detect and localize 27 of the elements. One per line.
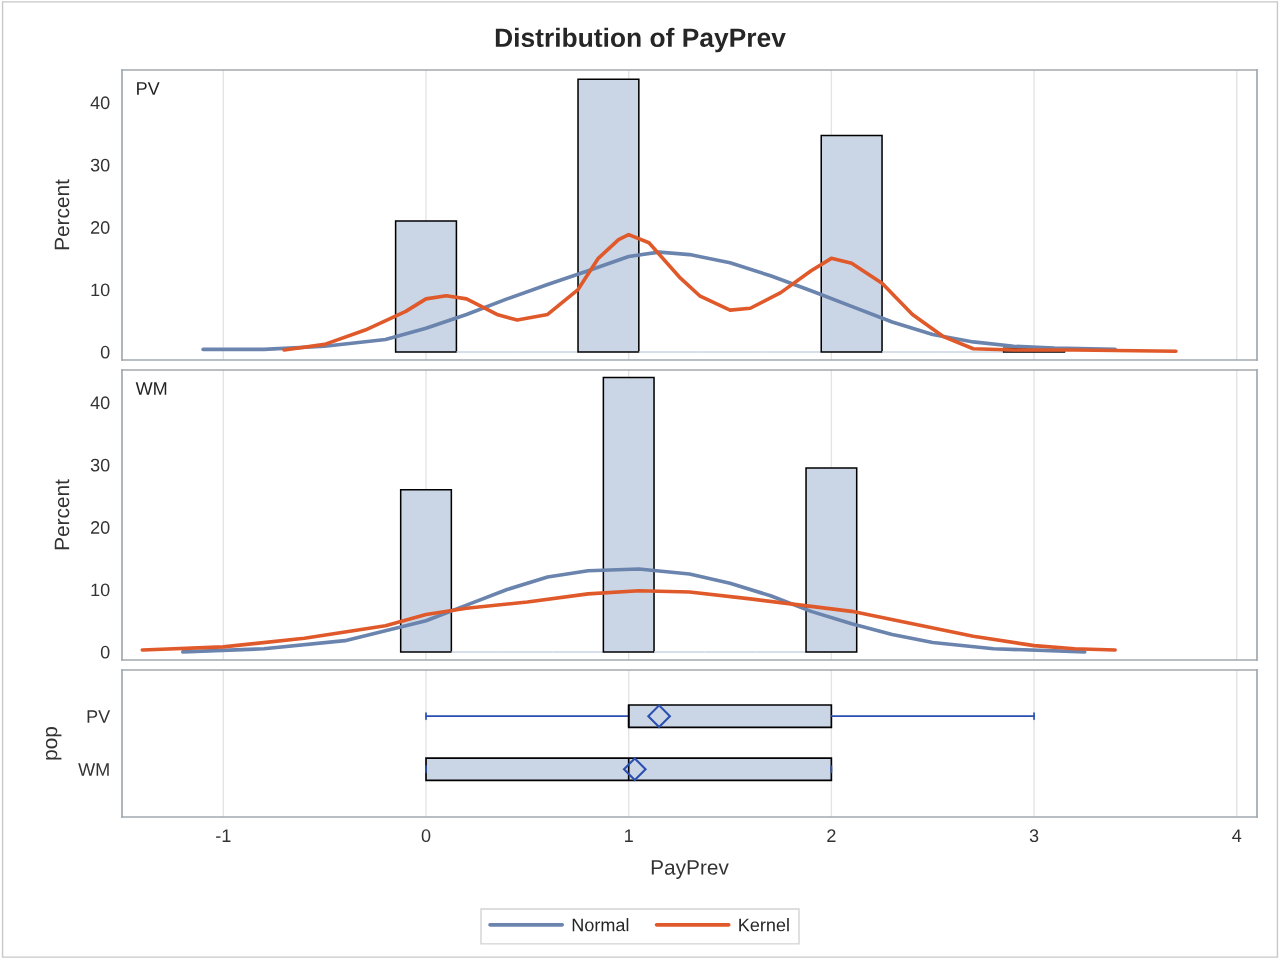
y-axis-title: pop — [45, 726, 62, 760]
x-tick-label: -1 — [216, 829, 231, 842]
legend-label: Normal — [572, 918, 629, 932]
y-tick-label: 0 — [100, 645, 110, 659]
y-tick-label: 40 — [90, 396, 110, 410]
y-axis-title: Percent — [54, 179, 70, 250]
y-tick-label: 10 — [91, 583, 110, 597]
x-tick-label: 3 — [1029, 829, 1039, 843]
annotation: WM — [135, 382, 167, 395]
y-tick-label: 20 — [91, 221, 110, 234]
y-tick-label: 40 — [90, 96, 110, 110]
chart-title: Distribution of PayPrev — [495, 27, 786, 53]
y-tick-label: 30 — [90, 458, 110, 472]
y-tick-label: 0 — [100, 345, 110, 359]
annotation: PV — [137, 82, 160, 95]
y-tick-label: 30 — [90, 158, 110, 172]
x-tick-label: 4 — [1232, 829, 1242, 842]
legend-label: Kernel — [739, 918, 789, 932]
x-axis-title: PayPrev — [651, 860, 729, 879]
y-tick-label: PV — [87, 710, 111, 723]
x-tick-label: 2 — [827, 829, 836, 842]
x-tick-label: 0 — [421, 829, 431, 843]
y-tick-label: WM — [78, 763, 109, 776]
x-tick-label: 1 — [625, 829, 633, 842]
y-tick-label: 20 — [91, 521, 110, 534]
y-tick-label: 10 — [91, 283, 110, 297]
y-axis-title: Percent — [54, 479, 70, 550]
